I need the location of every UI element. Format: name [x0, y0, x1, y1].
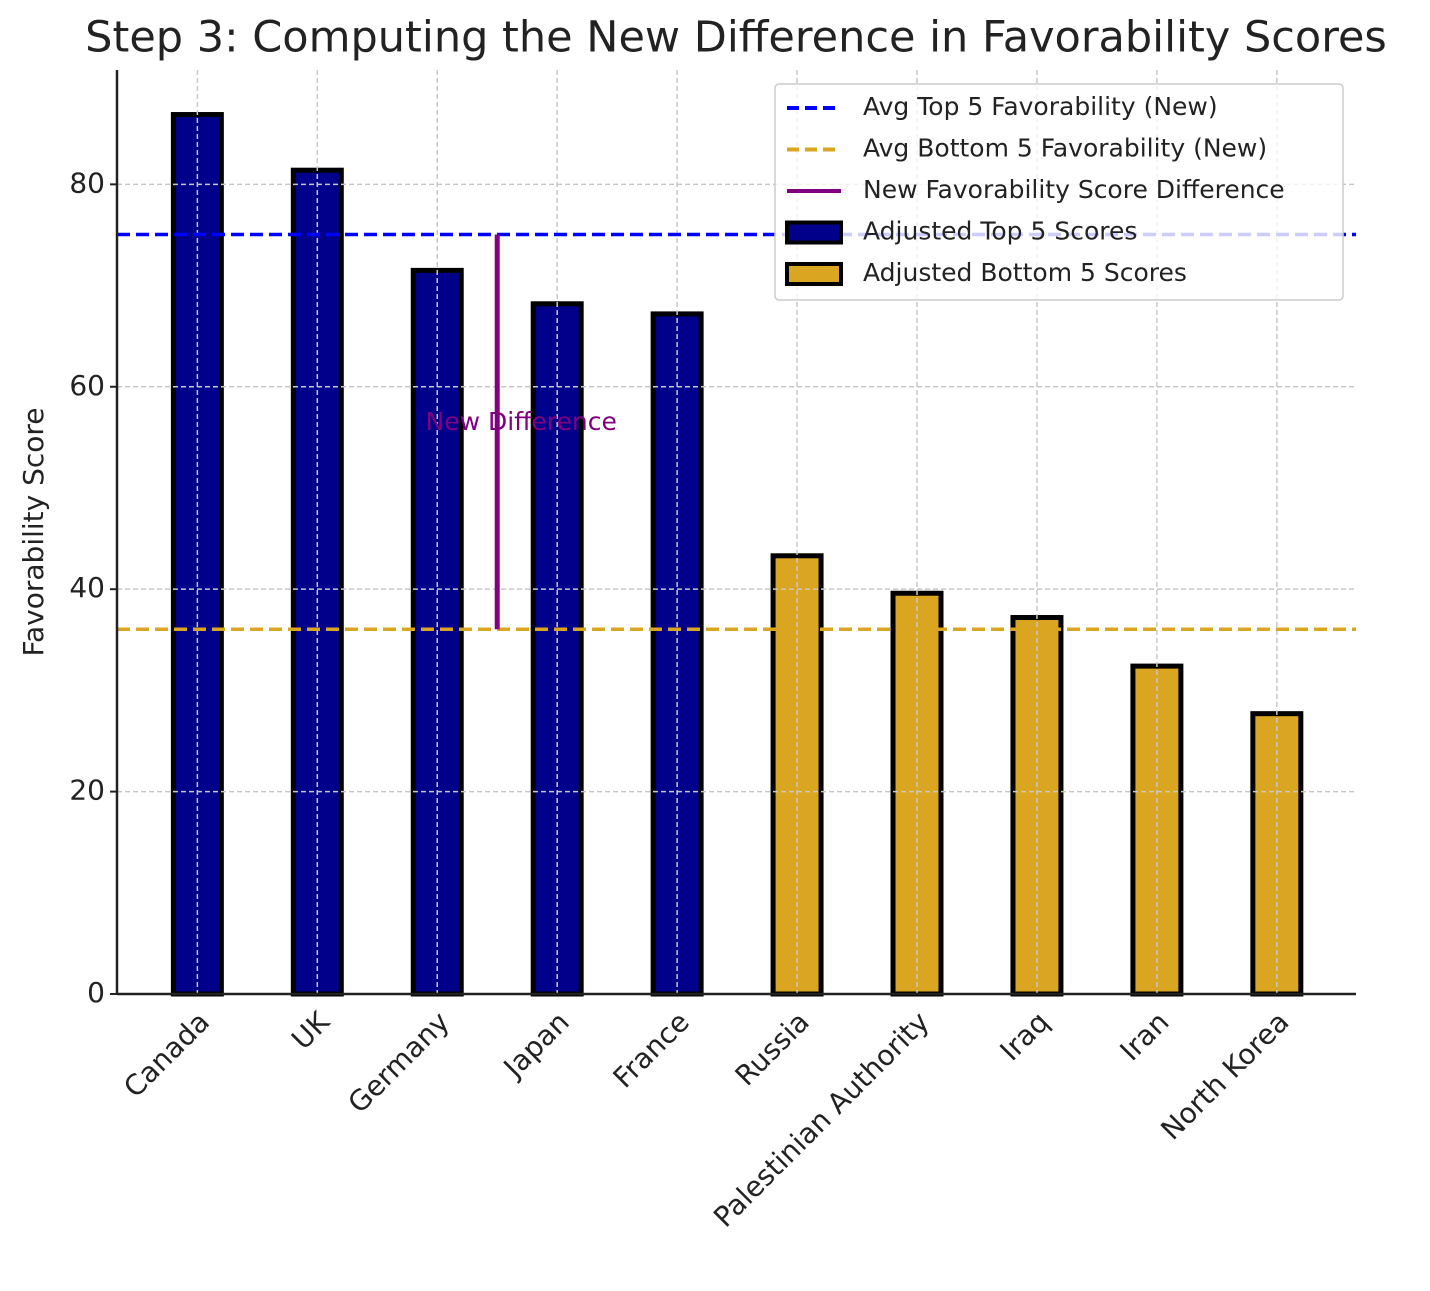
legend-label: Adjusted Top 5 Scores — [863, 217, 1137, 246]
x-tick-label: Canada — [117, 1005, 216, 1104]
y-axis-label: Favorability Score — [17, 407, 50, 656]
y-tick-label: 40 — [69, 571, 105, 604]
x-tick-label: France — [607, 1005, 696, 1094]
y-tick-label: 0 — [87, 976, 105, 1009]
x-tick-label: Iraq — [994, 1005, 1056, 1067]
y-tick-label: 20 — [69, 774, 105, 807]
legend-label: Avg Bottom 5 Favorability (New) — [863, 134, 1267, 163]
annotation: New Difference — [426, 407, 617, 436]
legend-label: New Favorability Score Difference — [863, 175, 1285, 204]
x-tick-label: Iran — [1113, 1005, 1175, 1067]
x-tick-label: Japan — [496, 1005, 576, 1085]
grid — [117, 70, 1356, 995]
legend: Avg Top 5 Favorability (New) Avg Bottom 5… — [774, 83, 1344, 301]
y-tick-label: 80 — [69, 166, 105, 199]
x-tick-label: Germany — [342, 1005, 456, 1119]
x-tick-label: UK — [285, 1005, 336, 1056]
legend-box — [774, 83, 1344, 301]
legend-swatch — [785, 262, 843, 286]
chart-title: Step 3: Computing the New Difference in … — [85, 13, 1387, 63]
x-tick-label: Russia — [729, 1005, 816, 1092]
legend-label: Avg Top 5 Favorability (New) — [863, 92, 1218, 121]
y-tick-label: 60 — [69, 369, 105, 402]
x-tick-label: North Korea — [1154, 1005, 1295, 1146]
legend-swatch — [785, 220, 843, 245]
legend-label: Adjusted Bottom 5 Scores — [863, 258, 1187, 287]
x-tick-label: Palestinian Authority — [707, 1005, 935, 1233]
